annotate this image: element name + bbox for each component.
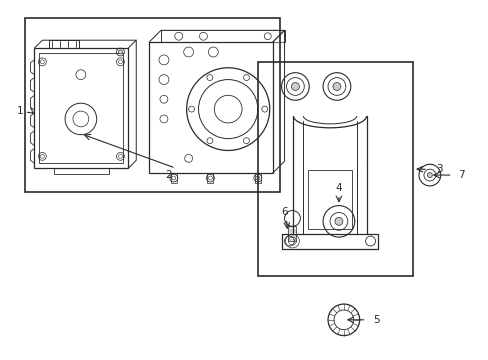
Text: 1: 1	[17, 106, 24, 116]
Text: 2: 2	[165, 170, 172, 180]
Circle shape	[291, 82, 299, 90]
Text: 7: 7	[458, 170, 464, 180]
Bar	[54, 168, 108, 174]
Circle shape	[332, 82, 340, 90]
Circle shape	[427, 172, 431, 177]
Text: 5: 5	[373, 315, 379, 325]
Bar	[161, 30, 284, 42]
Circle shape	[118, 50, 122, 54]
Bar	[288, 226, 296, 241]
Bar	[149, 42, 272, 173]
Text: 6: 6	[281, 207, 287, 217]
Bar	[34, 48, 128, 168]
Bar	[39, 53, 123, 163]
Bar	[307, 170, 351, 229]
Bar	[257, 62, 412, 276]
Text: 4: 4	[335, 183, 342, 193]
Bar	[24, 18, 279, 192]
Text: 3: 3	[435, 164, 442, 174]
Circle shape	[334, 217, 342, 225]
